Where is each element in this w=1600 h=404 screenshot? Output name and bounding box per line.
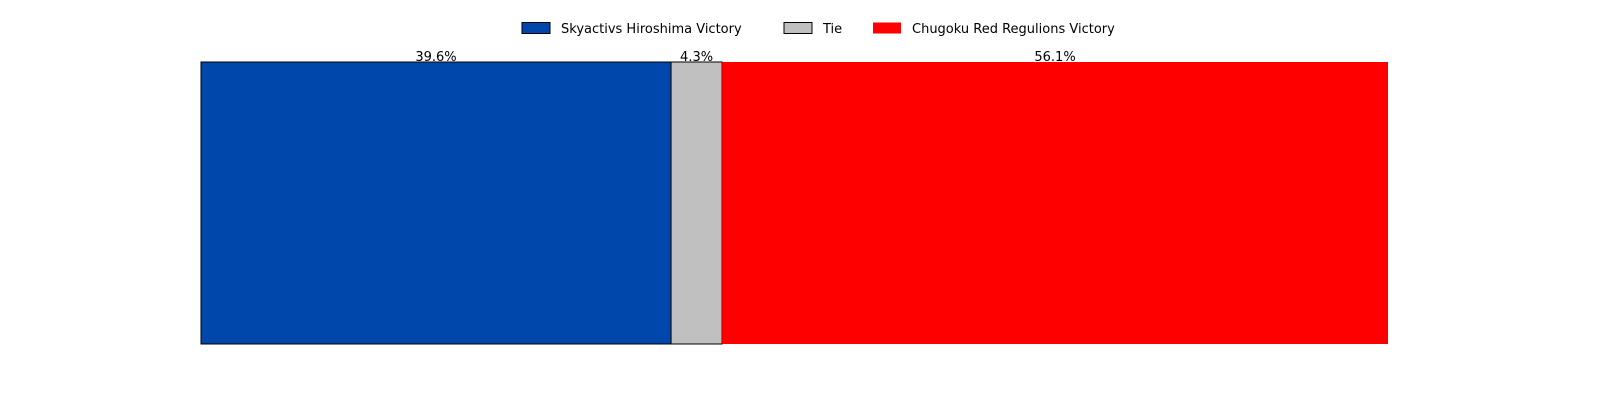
legend-label-skyactivs-hiroshima-victory: Skyactivs Hiroshima Victory <box>561 22 742 37</box>
legend-label-chugoku-red-regulions-victory: Chugoku Red Regulions Victory <box>912 22 1115 37</box>
data-label-skyactivs-hiroshima-victory: 39.6% <box>415 50 456 65</box>
bar-segment-tie <box>670 61 723 345</box>
legend-item-skyactivs-hiroshima-victory: Skyactivs Hiroshima Victory <box>521 22 742 37</box>
legend-label-tie: Tie <box>822 22 842 37</box>
bar-data-labels: 39.6% 4.3% 56.1% <box>415 50 1075 65</box>
legend-item-chugoku-red-regulions-victory: Chugoku Red Regulions Victory <box>873 22 1115 37</box>
bar-segment-skyactivs-hiroshima-victory <box>200 61 672 345</box>
legend-item-tie: Tie <box>783 22 842 37</box>
data-label-chugoku-red-regulions-victory: 56.1% <box>1034 50 1075 65</box>
legend-swatch-chugoku-red-regulions-victory <box>873 22 901 34</box>
bar-segment-chugoku-red-regulions-victory <box>722 62 1388 344</box>
bar-segments <box>200 61 1388 345</box>
legend-swatch-tie <box>783 22 813 34</box>
chart-legend: Skyactivs Hiroshima Victory Tie Chugoku Re… <box>521 22 1115 37</box>
data-label-tie: 4.3% <box>680 50 713 65</box>
legend-swatch-skyactivs-hiroshima-victory <box>521 22 551 34</box>
